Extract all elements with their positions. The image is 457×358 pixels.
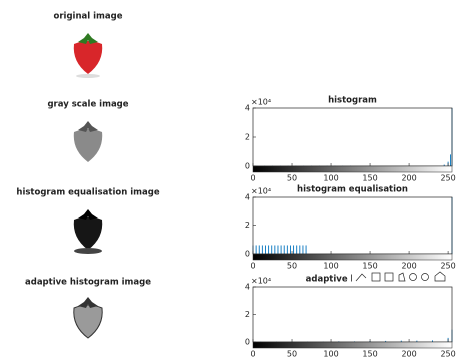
strawberry-adaptive <box>73 297 103 339</box>
x-tick-label: 200 <box>401 350 416 358</box>
x-tick-label: 100 <box>323 174 338 183</box>
y-multiplier: ×10⁴ <box>251 98 271 107</box>
histogram-axes: 0 2 4 0 50 100 150 200 250 ×10⁴ histogram equalisa… <box>245 185 456 271</box>
x-tick-label: 0 <box>250 174 255 183</box>
x-tick-label: 200 <box>401 262 416 271</box>
strawberry-equalised <box>73 209 103 254</box>
y-tick-label: 4 <box>245 283 250 292</box>
image-title: adaptive histogram image <box>25 278 151 288</box>
x-tick-label: 50 <box>287 262 297 271</box>
axes-toolbar <box>352 270 455 284</box>
x-tick-label: 100 <box>323 350 338 358</box>
image-title: gray scale image <box>47 100 128 110</box>
y-tick-label: 0 <box>245 338 250 347</box>
x-tick-label: 50 <box>287 174 297 183</box>
image-title: original image <box>54 12 123 22</box>
strawberry-color <box>73 33 103 78</box>
x-tick-label: 200 <box>401 174 416 183</box>
plot-area <box>253 197 452 254</box>
x-tick-label: 0 <box>250 350 255 358</box>
x-tick-label: 250 <box>440 262 455 271</box>
gray-colorbar <box>252 165 453 173</box>
y-tick-label: 4 <box>245 193 250 202</box>
plot-area <box>253 108 452 166</box>
x-tick-label: 0 <box>250 262 255 271</box>
y-multiplier: ×10⁴ <box>251 187 271 196</box>
x-tick-label: 250 <box>440 174 455 183</box>
x-tick-label: 50 <box>287 350 297 358</box>
x-tick-label: 150 <box>362 350 377 358</box>
x-tick-label: 100 <box>323 262 338 271</box>
y-tick-label: 0 <box>245 162 250 171</box>
histogram-axes: 0 2 4 0 50 100 150 200 250 ×10⁴ histogram <box>245 96 456 183</box>
chart-title: histogram equalisation <box>297 185 408 195</box>
y-tick-label: 4 <box>245 104 250 113</box>
y-tick-label: 2 <box>245 310 250 319</box>
y-tick-label: 2 <box>245 221 250 230</box>
y-tick-label: 0 <box>245 250 250 259</box>
image-title: histogram equalisation image <box>16 188 159 198</box>
x-tick-label: 250 <box>440 350 455 358</box>
gray-colorbar <box>252 341 453 349</box>
y-multiplier: ×10⁴ <box>251 277 271 286</box>
x-tick-label: 150 <box>362 174 377 183</box>
strawberry-gray <box>73 121 103 162</box>
y-tick-label: 2 <box>245 133 250 142</box>
chart-title: histogram <box>328 96 377 106</box>
gray-colorbar <box>252 253 453 261</box>
x-tick-label: 150 <box>362 262 377 271</box>
plot-area <box>253 287 452 342</box>
